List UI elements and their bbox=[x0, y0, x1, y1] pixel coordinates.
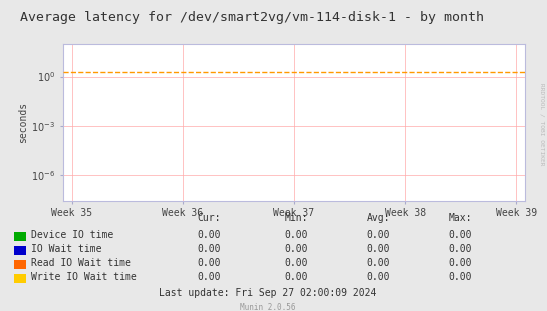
Text: RRDTOOL / TOBI OETIKER: RRDTOOL / TOBI OETIKER bbox=[539, 83, 544, 166]
Text: 0.00: 0.00 bbox=[284, 230, 308, 240]
Text: 0.00: 0.00 bbox=[366, 258, 390, 268]
Text: 0.00: 0.00 bbox=[197, 272, 220, 282]
Text: 0.00: 0.00 bbox=[449, 230, 472, 240]
Text: 0.00: 0.00 bbox=[449, 244, 472, 254]
Text: Munin 2.0.56: Munin 2.0.56 bbox=[240, 303, 296, 311]
Text: Device IO time: Device IO time bbox=[31, 230, 113, 240]
Text: Read IO Wait time: Read IO Wait time bbox=[31, 258, 131, 268]
Text: Cur:: Cur: bbox=[197, 213, 220, 223]
Text: Average latency for /dev/smart2vg/vm-114-disk-1 - by month: Average latency for /dev/smart2vg/vm-114… bbox=[20, 11, 484, 24]
Text: Max:: Max: bbox=[449, 213, 472, 223]
Text: 0.00: 0.00 bbox=[284, 272, 308, 282]
Text: Min:: Min: bbox=[284, 213, 308, 223]
Text: IO Wait time: IO Wait time bbox=[31, 244, 102, 254]
Text: Avg:: Avg: bbox=[366, 213, 390, 223]
Text: 0.00: 0.00 bbox=[449, 272, 472, 282]
Text: 0.00: 0.00 bbox=[197, 258, 220, 268]
Text: 0.00: 0.00 bbox=[197, 244, 220, 254]
Text: 0.00: 0.00 bbox=[197, 230, 220, 240]
Text: 0.00: 0.00 bbox=[366, 272, 390, 282]
Text: Last update: Fri Sep 27 02:00:09 2024: Last update: Fri Sep 27 02:00:09 2024 bbox=[159, 288, 377, 298]
Text: 0.00: 0.00 bbox=[284, 258, 308, 268]
Text: 0.00: 0.00 bbox=[366, 230, 390, 240]
Text: Write IO Wait time: Write IO Wait time bbox=[31, 272, 137, 282]
Text: 0.00: 0.00 bbox=[366, 244, 390, 254]
Text: 0.00: 0.00 bbox=[284, 244, 308, 254]
Y-axis label: seconds: seconds bbox=[19, 101, 28, 143]
Text: 0.00: 0.00 bbox=[449, 258, 472, 268]
